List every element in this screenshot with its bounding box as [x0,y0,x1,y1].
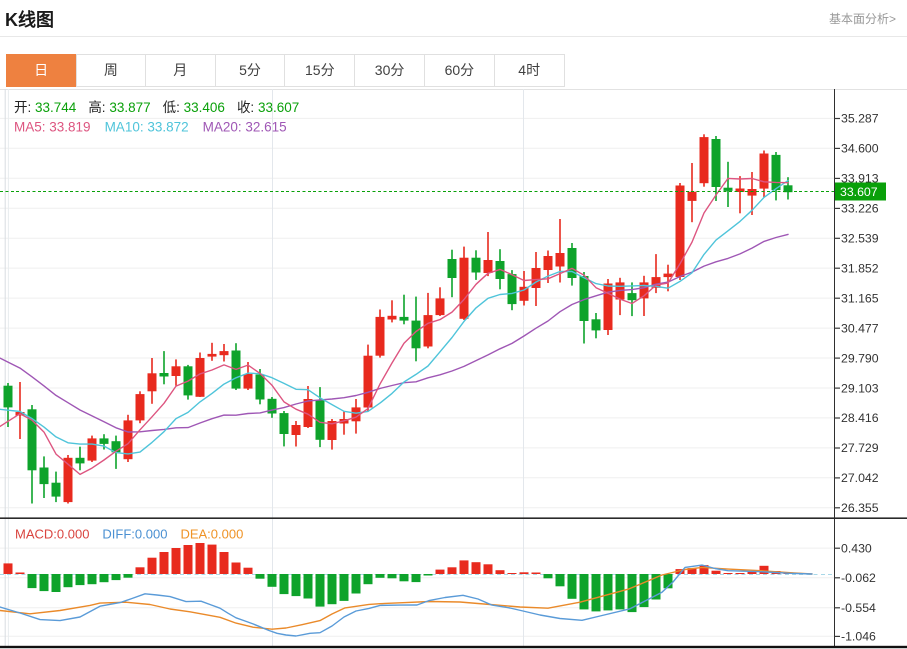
svg-text:31.852: 31.852 [841,261,879,275]
svg-text:27.729: 27.729 [841,441,879,455]
svg-text:28.416: 28.416 [841,411,879,425]
svg-text:-1.046: -1.046 [841,630,876,644]
svg-text:-0.554: -0.554 [841,601,876,615]
svg-text:26.355: 26.355 [841,501,879,515]
svg-text:33.913: 33.913 [841,172,879,186]
svg-text:30.477: 30.477 [841,321,879,335]
svg-text:-0.062: -0.062 [841,571,876,585]
svg-text:32.539: 32.539 [841,232,879,246]
svg-text:33.226: 33.226 [841,202,879,216]
svg-text:31.165: 31.165 [841,291,879,305]
svg-text:29.790: 29.790 [841,351,879,365]
svg-text:34.600: 34.600 [841,142,879,156]
svg-text:35.287: 35.287 [841,112,879,126]
svg-text:27.042: 27.042 [841,471,879,485]
svg-text:33.607: 33.607 [840,185,878,199]
svg-text:29.103: 29.103 [841,381,879,395]
svg-text:0.430: 0.430 [841,541,872,555]
